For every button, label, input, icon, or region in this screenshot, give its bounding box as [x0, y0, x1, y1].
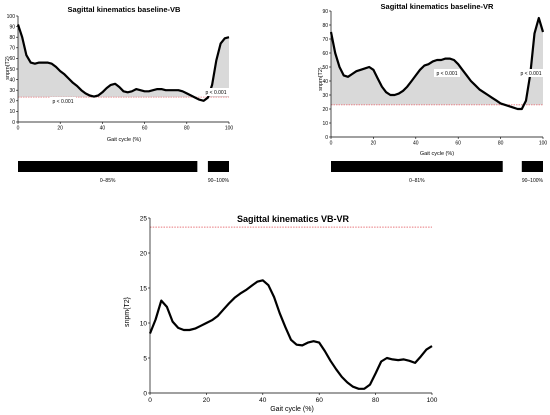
- y-tick-label: 40: [9, 77, 15, 83]
- y-tick-label: 60: [322, 51, 328, 57]
- svg-text:p < 0.001: p < 0.001: [521, 71, 542, 77]
- cluster-bar: [521, 161, 543, 172]
- y-tick-label: 10: [140, 320, 148, 327]
- significance-fill: [18, 24, 229, 98]
- chart-baseline-vr: Sagittal kinematics baseline-VR 0 20 40 60 8…: [318, 2, 547, 184]
- x-tick-label: 40: [413, 141, 419, 147]
- cluster-bar: [207, 161, 229, 172]
- y-tick-label: 5: [143, 355, 147, 362]
- y-tick-label: 80: [9, 35, 15, 41]
- y-tick-label: 0: [325, 135, 328, 141]
- y-tick-label: 100: [7, 14, 16, 20]
- svg-text:p < 0.001: p < 0.001: [53, 99, 74, 105]
- cluster-bar: [331, 161, 503, 172]
- chart-title: Sagittal kinematics VB-VR: [237, 214, 350, 224]
- x-tick-label: 0: [17, 126, 20, 132]
- x-tick-label: 0: [148, 397, 152, 404]
- p-value-annotation: p < 0.001: [203, 88, 229, 96]
- y-tick-label: 30: [9, 88, 15, 94]
- y-tick-label: 0: [12, 120, 15, 126]
- y-tick-label: 20: [9, 99, 15, 105]
- y-tick-label: 60: [9, 56, 15, 62]
- y-tick-label: 70: [9, 46, 15, 52]
- x-tick-label: 0: [330, 141, 333, 147]
- x-tick-label: 20: [371, 141, 377, 147]
- y-tick-label: 15: [140, 285, 148, 292]
- x-tick-label: 80: [372, 397, 380, 404]
- chart-baseline-vb: Sagittal kinematics baseline-VB 0 20 40 60 8…: [5, 5, 233, 184]
- x-tick-label: 60: [455, 141, 461, 147]
- series-line: [329, 16, 545, 111]
- series-line: [16, 24, 230, 102]
- p-value-annotation: p < 0.001: [50, 97, 76, 105]
- svg-text:p < 0.001: p < 0.001: [206, 90, 227, 96]
- x-tick-label: 40: [259, 397, 267, 404]
- y-tick-label: 10: [9, 109, 15, 115]
- x-tick-label: 60: [316, 397, 324, 404]
- cluster-label: 0–81%: [409, 178, 425, 184]
- cluster-label: 90–100%: [522, 178, 544, 184]
- cluster-bar: [18, 161, 198, 172]
- chart-title: Sagittal kinematics baseline-VR: [381, 2, 495, 11]
- y-tick-label: 10: [322, 121, 328, 127]
- y-tick-label: 20: [322, 107, 328, 113]
- x-tick-label: 100: [427, 397, 438, 404]
- svg-text:p < 0.001: p < 0.001: [437, 71, 458, 77]
- y-axis-label: snpm{T2}: [5, 56, 11, 80]
- cluster-label: 0–85%: [100, 178, 116, 184]
- p-value-annotation: p < 0.001: [518, 69, 544, 77]
- x-tick-label: 100: [539, 141, 548, 147]
- x-axis-label: Gait cycle (%): [270, 406, 314, 413]
- y-tick-label: 50: [9, 67, 15, 73]
- y-tick-label: 40: [322, 79, 328, 85]
- chart-vb-vr: Sagittal kinematics VB-VR 0 20 40 60 80 100 0 5…: [124, 214, 438, 413]
- y-tick-label: 80: [322, 23, 328, 29]
- x-tick-label: 60: [142, 126, 148, 132]
- y-axis-label: snpm{T2}: [124, 296, 131, 327]
- y-tick-label: 50: [322, 65, 328, 71]
- cluster-label: 90–100%: [208, 178, 230, 184]
- x-tick-label: 80: [498, 141, 504, 147]
- x-tick-label: 20: [57, 126, 63, 132]
- p-value-annotation: p < 0.001: [434, 69, 460, 77]
- x-tick-label: 80: [184, 126, 190, 132]
- y-axis-label: snpm{T2}: [318, 67, 324, 91]
- x-axis-label: Gait cycle (%): [107, 137, 141, 143]
- x-tick-label: 40: [100, 126, 106, 132]
- x-axis-label: Gait cycle (%): [420, 151, 454, 157]
- x-tick-label: 20: [203, 397, 211, 404]
- significance-fill: [331, 18, 543, 105]
- y-tick-label: 0: [143, 390, 147, 397]
- y-tick-label: 90: [9, 24, 15, 30]
- series-line: [148, 279, 433, 390]
- x-tick-label: 100: [225, 126, 234, 132]
- y-tick-label: 25: [140, 215, 148, 222]
- y-tick-label: 20: [140, 250, 148, 257]
- y-tick-label: 90: [322, 9, 328, 15]
- y-tick-label: 30: [322, 93, 328, 99]
- chart-title: Sagittal kinematics baseline-VB: [68, 5, 182, 14]
- y-tick-label: 70: [322, 37, 328, 43]
